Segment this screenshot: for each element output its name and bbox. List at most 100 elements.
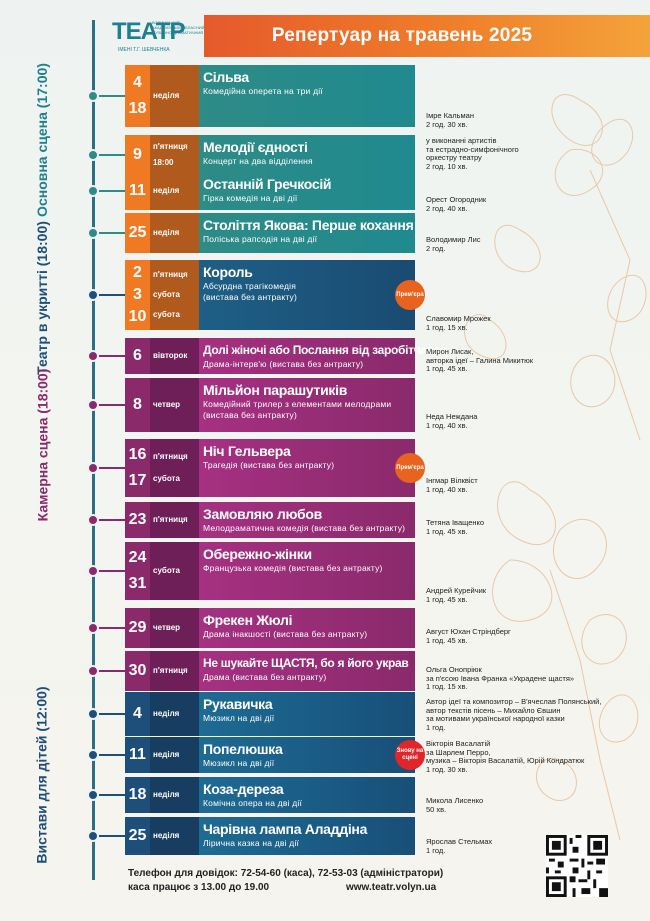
event-row[interactable]: 4 неділя Рукавичка Мюзикл на дві дії [125,692,415,736]
event-badge: Прем'єра [395,280,425,310]
timeline-dot [87,514,99,526]
event-weekday-label: субота [153,290,180,299]
event-author-info: Андрей Курейчик 1 год. 45 хв. [426,586,641,604]
event-row[interactable]: 2 3 10 п'ятниця субота субота Король Абсурдна т… [125,260,425,330]
event-date: 30 [128,662,147,679]
page-title: Репертуар на травень 2025 [271,25,533,46]
timeline-dot [87,462,99,474]
event-row[interactable]: 25 неділя Століття Якова: Перше кохання Пол… [125,213,415,253]
event-author-info: Славомир Мрожек 1 год. 15 хв. [426,314,641,332]
event-date: 25 [128,827,147,844]
event-weekday-label: неділя [153,750,180,759]
event-date: 11 [129,746,146,763]
event-genre: Трагедія (вистава без антракту) [203,460,335,470]
event-title-box: Ніч Гельвера Трагедія (вистава без антрак… [199,439,415,497]
event-title: Мільйон парашутиків [203,382,348,398]
event-weekday: неділя [150,737,199,773]
event-author-line: 1 год. 45 хв. [426,635,468,645]
event-title: Мелодії єдності [203,139,308,155]
event-row[interactable]: 24 31 субота Обережно-жінки Французька комед… [125,542,415,600]
event-title-box: Сільва Комедійна оперета на три дії [199,65,415,127]
event-author-line: 1 год. [426,845,446,855]
event-title: Король [203,264,253,280]
event-row[interactable]: 11 неділя Останній Гречкосій Гірка комедія … [125,172,415,210]
event-genre-note: (вистава без антракту) [203,410,298,420]
event-author-line: авторка ідеї – Галина Микитюк [426,355,534,365]
event-row[interactable]: 6 вівторок Долі жіночі або Послання від за… [125,338,447,374]
event-row[interactable]: 8 четвер Мільйон парашутиків Комедійний три… [125,378,415,432]
event-author-info: Ярослав Стельмах 1 год. [426,837,641,855]
timeline-dot [87,185,99,197]
event-row[interactable]: 23 п'ятниця Замовляю любов Мелодраматична к… [125,502,415,538]
event-author-info: Тетяна Іващенко 1 год. 45 хв. [426,518,641,536]
section-label-chamber-stage: Камерна сцена (18:00) [16,360,68,530]
event-genre: Комедійна оперета на три дії [203,86,323,96]
event-author-line: 1 год. 45 хв. [426,594,468,604]
event-row[interactable]: 16 17 п'ятниця субота Ніч Гельвера Трагедія (… [125,439,425,497]
event-row[interactable]: 30 п'ятниця Не шукайте ЩАСТЯ, бо я його ук… [125,651,415,691]
event-date: 2 [133,264,142,281]
event-dates: 24 31 [125,542,150,600]
event-row[interactable]: 25 неділя Чарівна лампа Аладдіна Лірична ка… [125,817,415,855]
event-author-info: Микола Лисенко 50 хв. [426,796,641,814]
event-weekday: субота [150,542,199,600]
timeline-dot [87,350,99,362]
timeline-dot [87,830,99,842]
event-title-box: Століття Якова: Перше кохання Поліська ра… [199,213,415,253]
event-genre: Лірична казка на дві дії [203,838,300,848]
event-dates: 30 [125,651,150,691]
event-author-line: Орест Огородник [426,195,487,204]
qr-code-icon[interactable] [546,835,608,897]
timeline-dot [87,227,99,239]
event-author-info: Мирон Лисак, авторка ідеї – Галина Микитю… [426,347,641,374]
event-date: 4 [133,705,142,722]
event-row[interactable]: 9 п'ятниця 18:00 Мелодії єдності Концерт на … [125,135,415,175]
timeline-connector [99,835,125,837]
event-weekday: неділя [150,692,199,736]
event-weekday-label: п'ятниця [153,141,188,151]
event-weekday-label: субота [153,566,180,575]
event-author-line: Імре Кальман [426,111,474,120]
timeline-dot [87,749,99,761]
box-office-hours: каса працює з 13.00 до 19.00 [128,882,270,893]
timeline-connector [99,519,125,521]
event-row[interactable]: 4 18 неділя Сільва Комедійна оперета на три … [125,65,415,127]
event-author-line: Андрей Курейчик [426,586,487,595]
event-author-line: Мирон Лисак, [426,347,474,356]
event-author-line: Ольга Онопріюк [426,665,482,674]
section-label-text: Камерна сцена (18:00) [34,368,50,522]
event-author-line: Август Юхан Стріндберг [426,627,511,636]
event-author-line: 1 год. 15 хв. [426,682,468,692]
event-dates: 4 [125,692,150,736]
event-date: 23 [128,511,147,528]
event-author-line: та естрадно-симфонічного [426,144,519,154]
event-genre-note: (вистава без антракту) [203,292,298,302]
event-author-line: 1 год. 15 хв. [426,322,468,332]
event-row[interactable]: 29 четвер Фрекен Жюлі Драма інакшості (вист… [125,608,415,648]
event-genre: Абсурдна трагікомедія [203,281,297,291]
event-title: Століття Якова: Перше кохання [203,217,414,233]
event-author-line: за Шарлем Перро, [426,747,491,757]
event-weekday: четвер [150,608,199,648]
event-author-info: Інгмар Вілквіст 1 год. 40 хв. [426,476,641,494]
page-header: Репертуар на травень 2025 [204,15,650,57]
theatre-logo[interactable]: ТЕАТР ВОЛИНСЬКИЙ АКАДЕМІЧНИЙ ОБЛАСНИЙ МУ… [112,16,205,56]
event-badge: Прем'єра [395,453,425,483]
event-title: Чарівна лампа Аладдіна [203,821,368,837]
event-dates: 11 [125,172,150,210]
logo-caption: ВОЛИНСЬКИЙ АКАДЕМІЧНИЙ ОБЛАСНИЙ МУЗИЧНО-… [152,20,205,35]
website-link[interactable]: www.teatr.volyn.ua [346,882,437,893]
event-date: 24 [128,549,147,567]
event-weekday-label: 18:00 [153,158,174,168]
timeline-dot [87,399,99,411]
event-title: Не шукайте ЩАСТЯ, бо я його украв [203,656,409,670]
timeline-connector [99,232,125,234]
event-row[interactable]: 11 неділя Попелюшка Мюзикл на дві дії Знову … [125,737,425,773]
timeline-connector [99,670,125,672]
section-label-main-stage: Основна сцена (17:00) [16,60,68,220]
event-author-info: Володимир Лис 2 год. [426,235,641,253]
timeline-connector [99,355,125,357]
timeline-connector [99,467,125,469]
timeline-dot [87,789,99,801]
event-row[interactable]: 18 неділя Коза-дереза Комічна опера на дві … [125,777,415,813]
